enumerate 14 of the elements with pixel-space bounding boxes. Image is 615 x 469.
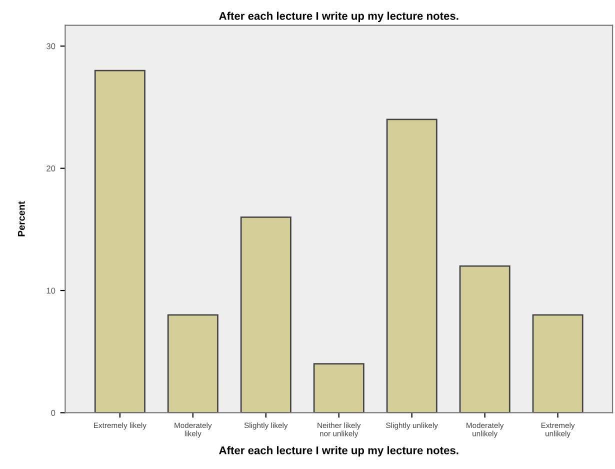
y-tick-label: 0 <box>51 410 56 416</box>
y-tick-label: 10 <box>46 288 56 294</box>
bar <box>167 314 218 413</box>
x-axis-title: After each lecture I write up my lecture notes. <box>219 446 458 456</box>
bar <box>532 314 584 413</box>
chart-title: After each lecture I write up my lecture notes. <box>219 12 458 22</box>
bar <box>459 265 510 413</box>
bar <box>94 70 146 413</box>
y-axis-title: Percent <box>18 201 25 236</box>
bar <box>386 118 438 413</box>
y-tick-label: 20 <box>46 166 56 172</box>
y-tick-label: 30 <box>46 43 56 50</box>
bar <box>313 363 364 413</box>
bar <box>240 216 292 413</box>
